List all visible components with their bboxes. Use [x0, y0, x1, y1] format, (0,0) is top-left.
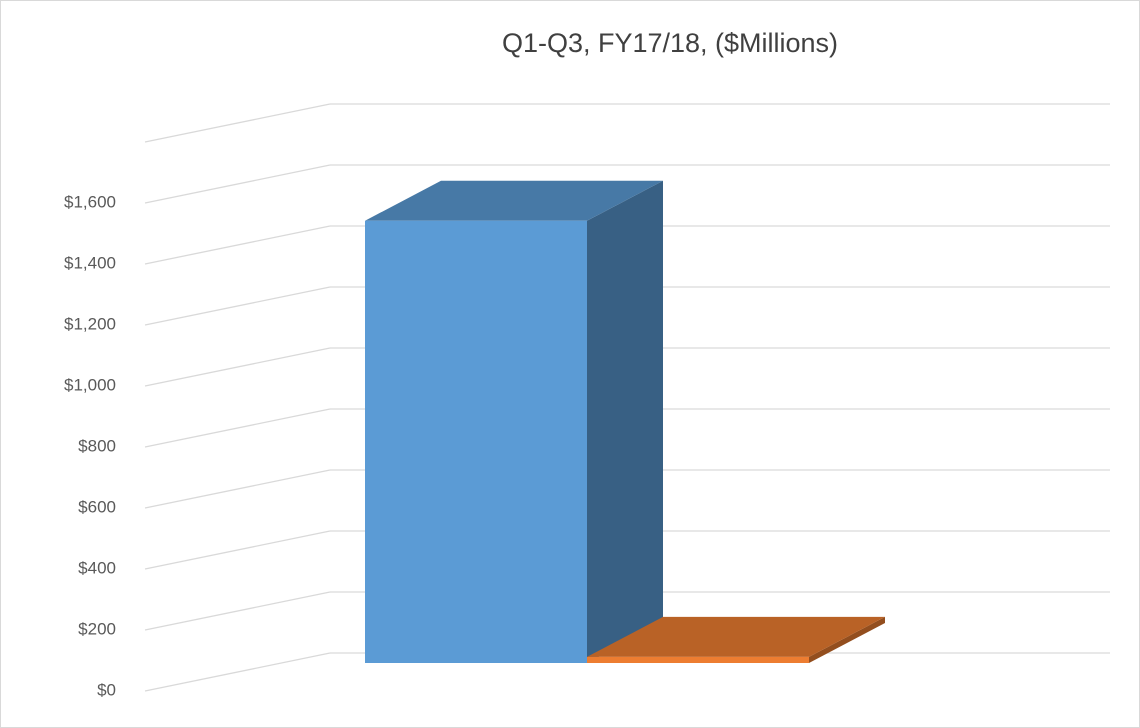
grid-line	[144, 286, 331, 326]
y-tick-label: $0	[97, 680, 116, 699]
bar-side	[809, 616, 885, 663]
grid-line	[144, 652, 331, 692]
y-tick-label: $1,200	[64, 314, 116, 333]
grid-line	[144, 408, 331, 448]
y-tick-label: $1,000	[64, 375, 116, 394]
y-tick-label: $1,600	[64, 192, 116, 211]
chart-title: Q1-Q3, FY17/18, ($Millions)	[502, 28, 838, 58]
grid-line	[144, 164, 331, 204]
bar-front	[365, 220, 587, 663]
bar	[587, 616, 885, 663]
bar-top	[365, 180, 663, 221]
grid-line	[144, 225, 331, 265]
bar-side	[587, 180, 663, 663]
grid-line	[144, 103, 331, 143]
y-tick-label: $200	[78, 619, 116, 638]
grid-line	[144, 469, 331, 509]
bar-top	[587, 616, 885, 657]
y-tick-label: $800	[78, 436, 116, 455]
bar-front	[587, 656, 809, 663]
y-tick-label: $600	[78, 497, 116, 516]
grid-line	[144, 530, 331, 570]
y-tick-label: $1,400	[64, 253, 116, 272]
grid-line	[144, 347, 331, 387]
grid-line	[144, 591, 331, 631]
bar	[365, 180, 663, 663]
y-tick-label: $400	[78, 558, 116, 577]
